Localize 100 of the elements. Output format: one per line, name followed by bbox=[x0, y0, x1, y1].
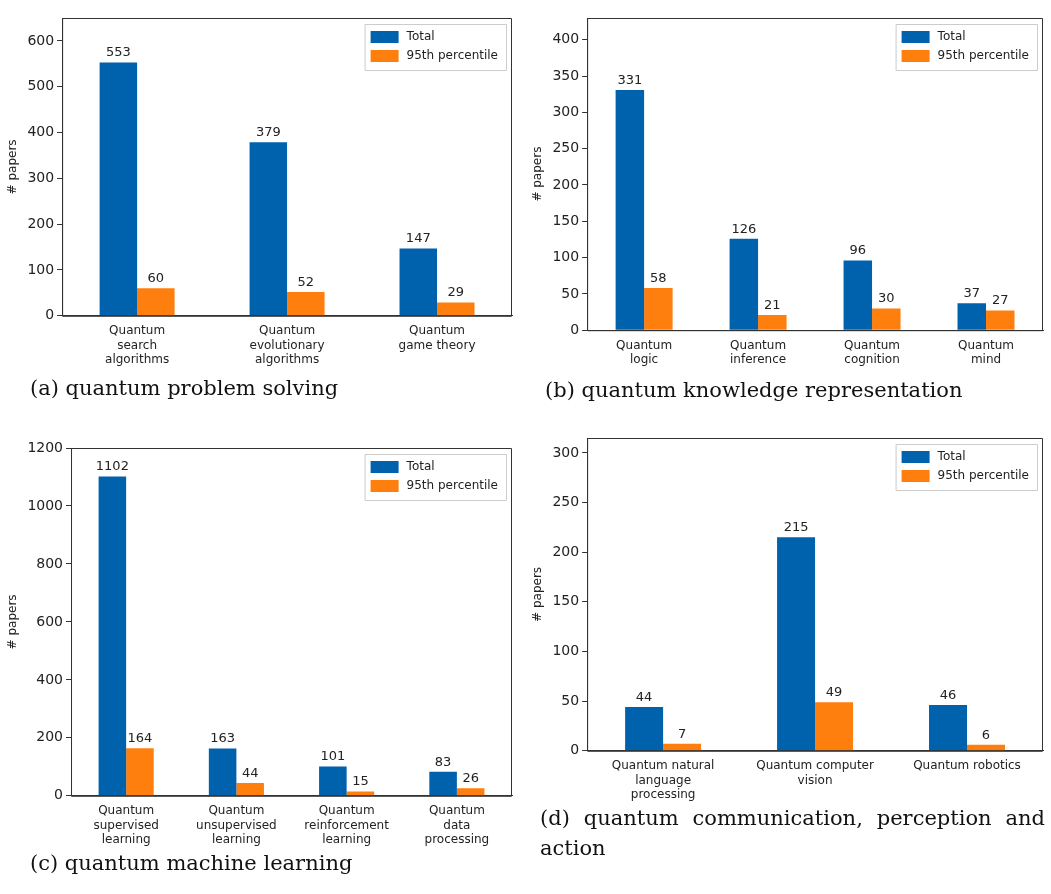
y-tick-label: 350 bbox=[552, 66, 580, 83]
bar bbox=[287, 291, 325, 316]
y-tick-label: 0 bbox=[570, 741, 580, 758]
y-tick-label: 200 bbox=[36, 728, 64, 745]
y-tick-label: 150 bbox=[552, 592, 580, 609]
bar bbox=[729, 238, 759, 330]
y-tick-label: 150 bbox=[552, 211, 580, 228]
x-tick-label: Quantum search algorithms bbox=[105, 323, 170, 366]
data-label: 46 bbox=[939, 687, 957, 702]
y-tick-label: 400 bbox=[36, 670, 64, 687]
y-tick-label: 600 bbox=[36, 612, 64, 629]
x-tick-label: Quantum inference bbox=[729, 337, 787, 366]
data-label: 44 bbox=[241, 764, 259, 780]
bar bbox=[957, 303, 987, 330]
data-label: 30 bbox=[878, 290, 895, 306]
text: (d) quantum communication, perception and action bbox=[540, 805, 1045, 862]
y-tick-label: 1200 bbox=[27, 438, 64, 455]
x-tick-label: Quantum mind bbox=[958, 337, 1015, 366]
y-tick-label: 1000 bbox=[27, 496, 64, 513]
y-tick-label: 50 bbox=[561, 284, 580, 301]
y-tick-label: 600 bbox=[27, 31, 55, 48]
x-tick-label: Quantum data processing bbox=[424, 803, 490, 846]
data-label: 6 bbox=[981, 726, 991, 742]
legend-label: 95th percentile bbox=[937, 48, 1029, 63]
bar bbox=[872, 308, 901, 330]
bar bbox=[249, 142, 288, 316]
text: (c) quantum machine learning bbox=[30, 850, 354, 877]
x-tick-label: Quantum natural language processing bbox=[611, 758, 715, 801]
y-tick-label: 200 bbox=[552, 175, 580, 192]
data-label: 21 bbox=[764, 296, 781, 312]
bar bbox=[208, 748, 237, 796]
legend-label: 95th percentile bbox=[406, 48, 498, 63]
legend-label: 95th percentile bbox=[406, 478, 498, 493]
data-label: 37 bbox=[963, 285, 981, 301]
y-tick-label: 300 bbox=[552, 103, 580, 120]
y-tick-label: 100 bbox=[552, 642, 580, 659]
bar bbox=[815, 702, 854, 751]
y-axis-title: # papers bbox=[5, 139, 20, 195]
bar bbox=[843, 260, 873, 330]
data-label: 1102 bbox=[95, 458, 129, 474]
x-tick-label: Quantum supervised learning bbox=[93, 803, 159, 846]
y-tick-label: 100 bbox=[552, 248, 580, 265]
bar bbox=[137, 288, 175, 316]
x-tick-label: Quantum reinforcement learning bbox=[304, 803, 390, 846]
x-tick-label: Quantum computer vision bbox=[756, 758, 874, 787]
y-tick-label: 200 bbox=[27, 214, 55, 231]
y-tick-label: 0 bbox=[54, 786, 64, 803]
x-tick-label: Quantum cognition bbox=[844, 337, 901, 366]
bar bbox=[758, 314, 787, 330]
bar bbox=[986, 310, 1015, 330]
data-label: 164 bbox=[127, 730, 153, 746]
text: (b) quantum knowledge representation bbox=[545, 377, 964, 404]
y-tick-label: 100 bbox=[27, 260, 55, 277]
data-label: 44 bbox=[635, 688, 653, 704]
x-tick-label: Quantum robotics bbox=[913, 758, 1021, 773]
x-tick-label: Quantum unsupervised learning bbox=[196, 803, 277, 846]
y-tick-label: 300 bbox=[27, 168, 55, 185]
x-tick-label: Quantum evolutionary algorithms bbox=[249, 323, 325, 366]
bar bbox=[967, 744, 1006, 751]
bar bbox=[625, 707, 664, 751]
data-label: 26 bbox=[462, 770, 479, 786]
data-label: 553 bbox=[105, 44, 131, 60]
bar bbox=[126, 748, 154, 796]
bar bbox=[346, 791, 375, 796]
bar bbox=[644, 288, 673, 330]
data-label: 27 bbox=[991, 292, 1009, 308]
data-label: 83 bbox=[434, 753, 452, 769]
bar bbox=[456, 788, 485, 796]
legend-label: 95th percentile bbox=[937, 468, 1029, 483]
bar bbox=[663, 743, 702, 751]
y-tick-label: 0 bbox=[570, 320, 580, 337]
y-axis-title: # papers bbox=[530, 566, 545, 622]
bar bbox=[319, 766, 347, 796]
bar bbox=[236, 783, 264, 796]
data-label: 96 bbox=[849, 242, 867, 258]
data-label: 58 bbox=[650, 269, 667, 285]
x-tick-label: Quantum logic bbox=[616, 337, 673, 366]
data-label: 52 bbox=[297, 273, 315, 289]
x-tick-label: Quantum game theory bbox=[398, 323, 476, 352]
data-label: 163 bbox=[210, 730, 236, 746]
data-label: 147 bbox=[405, 230, 431, 246]
y-tick-label: 800 bbox=[36, 554, 64, 571]
bar bbox=[99, 62, 138, 316]
legend-label: Total bbox=[936, 449, 966, 464]
data-label: 15 bbox=[352, 773, 369, 789]
bar bbox=[437, 302, 475, 316]
legend-label: Total bbox=[936, 29, 966, 44]
y-tick-label: 500 bbox=[27, 77, 55, 94]
y-axis-title: # papers bbox=[5, 594, 20, 650]
bar bbox=[429, 771, 457, 796]
legend-label: Total bbox=[405, 29, 435, 44]
legend-label: Total bbox=[405, 459, 435, 474]
y-axis-title: # papers bbox=[530, 146, 545, 202]
bar bbox=[777, 537, 816, 751]
data-label: 101 bbox=[320, 748, 346, 764]
y-tick-label: 250 bbox=[552, 493, 580, 510]
data-label: 29 bbox=[447, 284, 465, 300]
data-label: 49 bbox=[825, 684, 843, 700]
data-label: 60 bbox=[147, 270, 165, 286]
y-tick-label: 300 bbox=[552, 443, 580, 460]
